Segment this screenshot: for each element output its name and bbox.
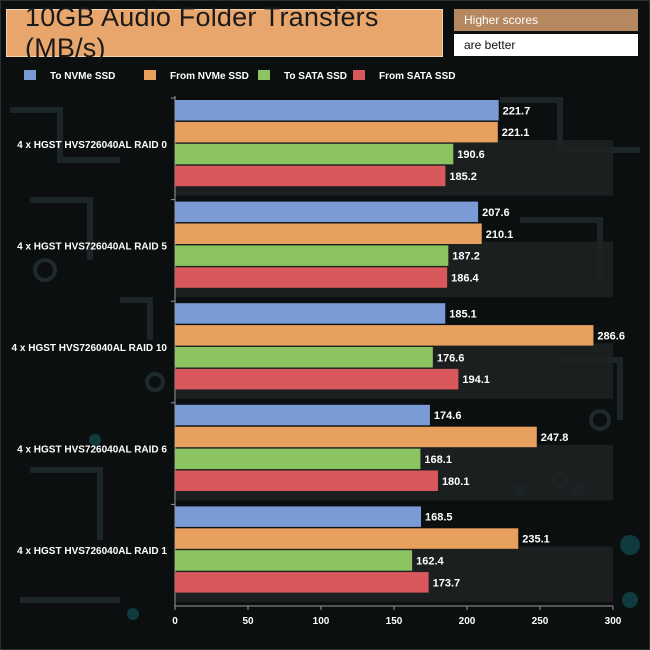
- bar: [175, 506, 422, 527]
- data-label: 168.5: [425, 512, 453, 524]
- category-label: 4 x HGST HVS726040AL RAID 0: [17, 140, 167, 151]
- category-label: 4 x HGST HVS726040AL RAID 5: [17, 241, 167, 252]
- data-label: 185.2: [449, 171, 477, 183]
- data-label: 186.4: [451, 273, 479, 285]
- bar: [175, 100, 499, 121]
- legend-label: From NVMe SSD: [170, 71, 249, 82]
- bar: [175, 347, 433, 368]
- legend-swatch: [24, 70, 36, 80]
- data-label: 168.1: [424, 454, 452, 466]
- bar: [175, 121, 498, 143]
- bar: [175, 303, 446, 324]
- data-label: 286.6: [597, 330, 625, 342]
- bar: [175, 404, 430, 426]
- bar: [175, 448, 421, 470]
- data-label: 176.6: [437, 352, 465, 364]
- x-tick-label: 150: [386, 616, 403, 627]
- legend-label: To SATA SSD: [284, 71, 347, 82]
- bar: [175, 245, 449, 266]
- bar: [175, 470, 438, 491]
- x-tick-label: 200: [459, 616, 476, 627]
- bar: [175, 143, 454, 165]
- legend-swatch: [258, 70, 270, 80]
- category-label: 4 x HGST HVS726040AL RAID 6: [17, 445, 167, 456]
- x-tick-label: 300: [605, 616, 622, 627]
- bar: [175, 528, 519, 549]
- data-label: 210.1: [486, 229, 514, 241]
- data-label: 235.1: [522, 534, 550, 546]
- legend-swatch: [353, 70, 365, 80]
- legend-swatch: [144, 70, 156, 80]
- data-label: 173.7: [433, 577, 461, 589]
- are-better-note: are better: [454, 34, 638, 56]
- data-label: 162.4: [416, 555, 444, 567]
- bar: [175, 267, 448, 288]
- data-label: 174.6: [434, 410, 462, 422]
- data-label: 247.8: [541, 432, 569, 444]
- category-label: 4 x HGST HVS726040AL RAID 1: [17, 546, 167, 557]
- data-label: 221.7: [503, 105, 531, 117]
- data-label: 187.2: [452, 251, 480, 263]
- bar: [175, 165, 446, 187]
- legend-label: To NVMe SSD: [50, 71, 115, 82]
- bar: [175, 368, 459, 390]
- bar: [175, 325, 594, 346]
- data-label: 190.6: [457, 149, 485, 161]
- category-label: 4 x HGST HVS726040AL RAID 10: [12, 343, 168, 354]
- data-label: 207.6: [482, 207, 510, 219]
- x-tick-label: 250: [532, 616, 549, 627]
- data-label: 194.1: [462, 374, 490, 386]
- higher-scores-note: Higher scores: [454, 9, 638, 31]
- x-tick-label: 50: [242, 616, 254, 627]
- bar: [175, 201, 479, 223]
- bar: [175, 550, 413, 571]
- bar: [175, 223, 482, 244]
- x-tick-label: 0: [172, 616, 178, 627]
- x-tick-label: 100: [313, 616, 330, 627]
- data-label: 221.1: [502, 127, 530, 139]
- legend-label: From SATA SSD: [379, 71, 455, 82]
- data-label: 185.1: [449, 308, 477, 320]
- bar: [175, 572, 429, 593]
- data-label: 180.1: [442, 476, 470, 488]
- bar: [175, 426, 537, 448]
